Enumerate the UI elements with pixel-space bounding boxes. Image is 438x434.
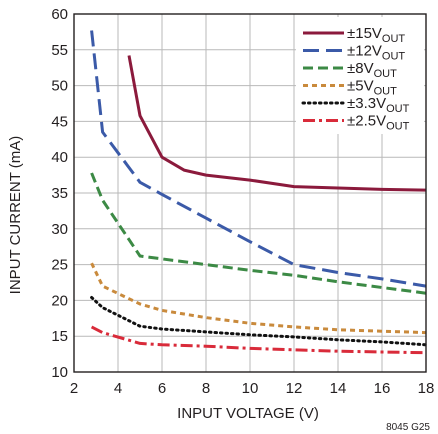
axes: 10 15 20 25 30 35 40 45 50 55 60 2 4 6 8 10 12 14 16 18 bbox=[51, 6, 434, 397]
y-tick-label: 55 bbox=[51, 42, 68, 59]
legend-label-subscript: OUT bbox=[382, 51, 406, 63]
y-axis-title: INPUT CURRENT (mA) bbox=[7, 136, 24, 295]
x-tick-label: 2 bbox=[70, 380, 78, 397]
series-line-3 bbox=[90, 262, 427, 335]
x-tick-label: 6 bbox=[158, 380, 166, 397]
series-line-2 bbox=[90, 172, 427, 295]
series-lines bbox=[90, 30, 428, 355]
x-tick-label: 10 bbox=[242, 380, 259, 397]
y-tick-label: 40 bbox=[51, 149, 68, 166]
legend-label-1: ±12VOUT bbox=[347, 43, 405, 63]
x-tick-label: 16 bbox=[374, 380, 391, 397]
x-tick-label: 8 bbox=[202, 380, 210, 397]
y-tick-label: 20 bbox=[51, 292, 68, 309]
y-tick-label: 10 bbox=[51, 364, 68, 381]
plot-frame bbox=[73, 13, 427, 373]
y-tick-label: 30 bbox=[51, 221, 68, 238]
series-line-5 bbox=[90, 325, 427, 355]
x-tick-label: 4 bbox=[114, 380, 122, 397]
series-line-0 bbox=[127, 55, 427, 192]
legend-label-5: ±2.5VOUT bbox=[347, 113, 410, 133]
y-tick-label: 50 bbox=[51, 78, 68, 95]
legend-label-main: ±5V bbox=[347, 78, 374, 95]
series-line-1 bbox=[90, 30, 427, 288]
legend-label-0: ±15VOUT bbox=[347, 25, 405, 45]
legend-label-subscript: OUT bbox=[386, 103, 410, 115]
y-tick-label: 60 bbox=[51, 6, 68, 23]
legend-label-subscript: OUT bbox=[374, 86, 398, 98]
legend-label-main: ±12V bbox=[347, 43, 382, 60]
legend-label-subscript: OUT bbox=[382, 33, 406, 45]
legend-label-subscript: OUT bbox=[374, 68, 398, 80]
legend-background bbox=[296, 17, 424, 134]
legend-label-main: ±2.5V bbox=[347, 113, 386, 130]
x-tick-label: 18 bbox=[418, 380, 435, 397]
x-axis-title: INPUT VOLTAGE (V) bbox=[177, 405, 319, 422]
figure-code: 8045 G25 bbox=[386, 422, 430, 433]
legend-label-main: ±8V bbox=[347, 60, 374, 77]
y-tick-label: 45 bbox=[51, 113, 68, 130]
legend-label-main: ±3.3V bbox=[347, 95, 386, 112]
series-line-4 bbox=[90, 296, 428, 347]
x-tick-label: 12 bbox=[286, 380, 303, 397]
legend-label-4: ±3.3VOUT bbox=[347, 95, 410, 115]
y-tick-label: 35 bbox=[51, 185, 68, 202]
legend-label-3: ±5VOUT bbox=[347, 78, 397, 98]
legend-label-subscript: OUT bbox=[386, 121, 410, 133]
legend-label-main: ±15V bbox=[347, 25, 382, 42]
y-tick-label: 25 bbox=[51, 257, 68, 274]
legend-label-2: ±8VOUT bbox=[347, 60, 397, 80]
legend: ±15VOUT±12VOUT±8VOUT±5VOUT±3.3VOUT±2.5VO… bbox=[296, 17, 424, 134]
x-tick-label: 14 bbox=[330, 380, 347, 397]
y-tick-label: 15 bbox=[51, 328, 68, 345]
